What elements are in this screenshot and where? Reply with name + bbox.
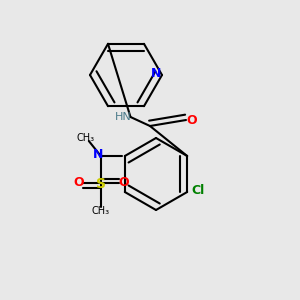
Text: O: O [186, 113, 197, 127]
Text: N: N [151, 67, 161, 80]
Text: O: O [73, 176, 84, 190]
Text: S: S [96, 178, 106, 191]
Text: N: N [93, 148, 103, 161]
Text: HN: HN [115, 112, 131, 122]
Text: CH₃: CH₃ [77, 133, 95, 143]
Text: Cl: Cl [191, 184, 204, 197]
Text: CH₃: CH₃ [92, 206, 110, 217]
Text: O: O [118, 176, 129, 190]
